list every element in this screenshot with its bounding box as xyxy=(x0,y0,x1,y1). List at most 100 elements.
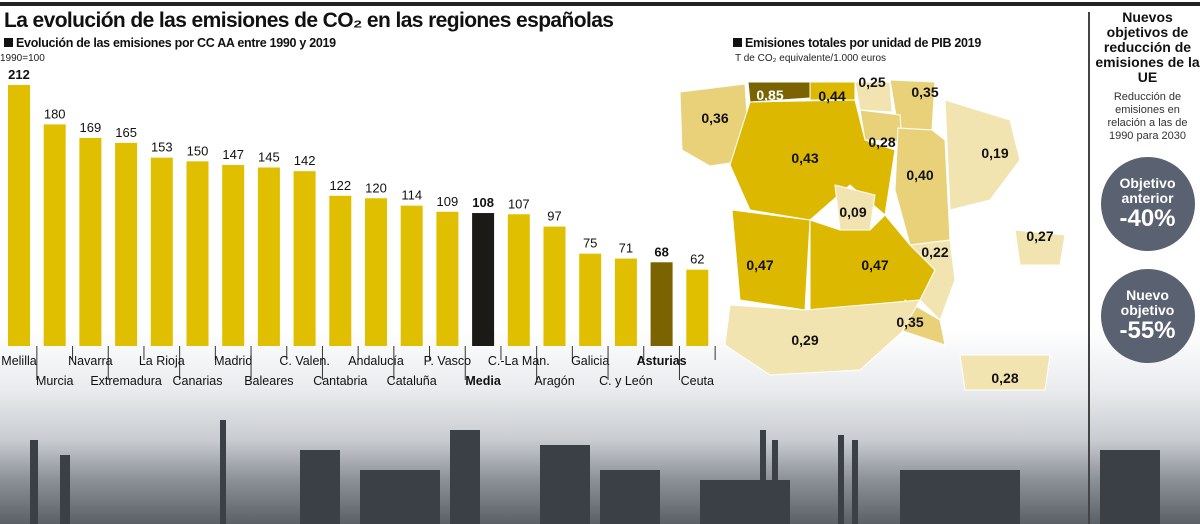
category-label: Cataluña xyxy=(387,374,437,388)
category-label: Extremadura xyxy=(90,374,162,388)
map-value-label: 0,28 xyxy=(991,370,1018,386)
category-label: La Rioja xyxy=(139,354,185,368)
bar-value-label: 150 xyxy=(187,143,209,158)
map-value-label: 0,22 xyxy=(921,244,948,260)
map-region-baleares xyxy=(1014,229,1066,266)
category-label: Aragón xyxy=(534,374,574,388)
spain-map: 0,36 0,85 0,44 0,25 0,35 0,28 0,43 0,40 0,19 0,09… xyxy=(679,74,1066,391)
bar-baleares xyxy=(257,167,280,346)
map-region-andaluc-a xyxy=(724,299,921,376)
panel-text: Reducción de emisiones en relación a las… xyxy=(1107,91,1188,142)
category-label: Media xyxy=(465,374,501,388)
panel-title: Nuevos objetivos de reducción de emision… xyxy=(1095,9,1200,85)
bar-chart: 212 Melilla 180 Murcia 169 Navarra 165 Extremad… xyxy=(1,67,716,388)
bar-p-vasco xyxy=(436,211,459,346)
bar-media xyxy=(472,213,495,346)
bar-madrid xyxy=(222,165,245,346)
map-value-label: 0,25 xyxy=(858,74,885,90)
category-label: Baleares xyxy=(244,374,293,388)
bar-value-label: 120 xyxy=(365,180,387,195)
factory-structure xyxy=(60,455,70,524)
old-target-badge: Objetivo anterior -40% xyxy=(1100,157,1195,251)
bar-extremadura xyxy=(115,142,138,346)
divider xyxy=(1088,12,1090,524)
bar-galicia xyxy=(579,253,602,346)
category-label: C.-La Man. xyxy=(488,354,550,368)
map-region-galicia xyxy=(679,83,751,167)
map-region-catalu-a xyxy=(944,99,1021,211)
factory-structure xyxy=(450,430,480,524)
bar-value-label: 75 xyxy=(583,236,597,251)
bar-catalu-a xyxy=(400,205,423,346)
bar-arag-n xyxy=(543,226,566,346)
map-value-label: 0,09 xyxy=(839,204,866,220)
bar-value-label: 165 xyxy=(115,125,137,140)
category-label: Canarias xyxy=(172,374,222,388)
category-label: Melilla xyxy=(1,354,36,368)
map-region-arag-n xyxy=(894,127,951,246)
factory-structure xyxy=(1100,450,1160,524)
eu-targets-panel: Nuevos objetivos de reducción de emision… xyxy=(1095,10,1200,363)
factory-structure xyxy=(600,470,660,524)
map-value-label: 0,35 xyxy=(911,84,938,100)
category-label: Galicia xyxy=(571,354,609,368)
bar-value-label: 97 xyxy=(547,209,561,224)
bar-chart-subtitle: 1990=100 xyxy=(0,53,45,64)
category-label: Asturias xyxy=(637,354,687,368)
bar-chart-title: Evolución de las emisiones por CC AA ent… xyxy=(4,36,336,50)
map-value-label: 0,19 xyxy=(981,145,1008,161)
bar-value-label: 212 xyxy=(8,67,30,82)
bar-c-y-le-n xyxy=(614,258,637,346)
map-value-label: 0,40 xyxy=(906,167,933,183)
square-bullet-icon xyxy=(733,38,742,47)
bar-value-label: 142 xyxy=(294,153,316,168)
bar-cantabria xyxy=(329,195,352,346)
bar-value-label: 62 xyxy=(690,252,704,267)
bar-andaluc-a xyxy=(365,198,387,346)
bar-c-la-man- xyxy=(507,214,530,346)
map-value-label: 0,29 xyxy=(791,332,818,348)
bar-c-valen- xyxy=(293,171,316,346)
category-label: Andalucía xyxy=(348,354,404,368)
top-rule xyxy=(0,2,1200,6)
category-label: Navarra xyxy=(68,354,113,368)
factory-structure xyxy=(838,435,844,524)
map-subtitle: T de CO₂ equivalente/1.000 euros xyxy=(735,53,887,64)
bar-navarra xyxy=(79,137,102,346)
map-value-label: 0,47 xyxy=(861,257,888,273)
map-value-label: 0,47 xyxy=(746,257,773,273)
bar-melilla xyxy=(8,85,30,346)
category-label: P. Vasco xyxy=(424,354,472,368)
bar-value-label: 109 xyxy=(437,194,459,209)
category-label: Cantabria xyxy=(313,374,367,388)
factory-structure xyxy=(760,430,766,524)
bar-ceuta xyxy=(686,269,709,346)
factory-structure xyxy=(772,440,778,524)
bar-la-rioja xyxy=(150,157,173,346)
factory-structure xyxy=(852,440,858,524)
bar-value-label: 108 xyxy=(472,195,494,210)
map-value-label: 0,44 xyxy=(818,88,845,104)
map-value-label: 0,36 xyxy=(701,110,728,126)
bar-value-label: 71 xyxy=(619,241,633,256)
bar-murcia xyxy=(43,124,66,346)
category-label: Madrid xyxy=(214,354,252,368)
map-value-label: 0,28 xyxy=(868,134,895,150)
bar-canarias xyxy=(186,161,209,346)
bar-value-label: 145 xyxy=(258,149,280,164)
factory-structure xyxy=(30,440,38,524)
bar-value-label: 68 xyxy=(654,244,668,259)
category-label: C. Valen. xyxy=(279,354,330,368)
factory-structure xyxy=(360,470,440,524)
map-region-canarias xyxy=(959,354,1051,391)
factory-structure xyxy=(220,420,226,524)
map-value-label: 0,85 xyxy=(756,87,783,103)
map-title: Emisiones totales por unidad de PIB 2019 xyxy=(733,36,981,50)
bar-value-label: 147 xyxy=(222,147,244,162)
bar-asturias xyxy=(650,262,673,346)
map-value-label: 0,35 xyxy=(896,314,923,330)
square-bullet-icon xyxy=(4,38,13,47)
category-label: Murcia xyxy=(36,374,74,388)
category-label: C. y León xyxy=(599,374,653,388)
